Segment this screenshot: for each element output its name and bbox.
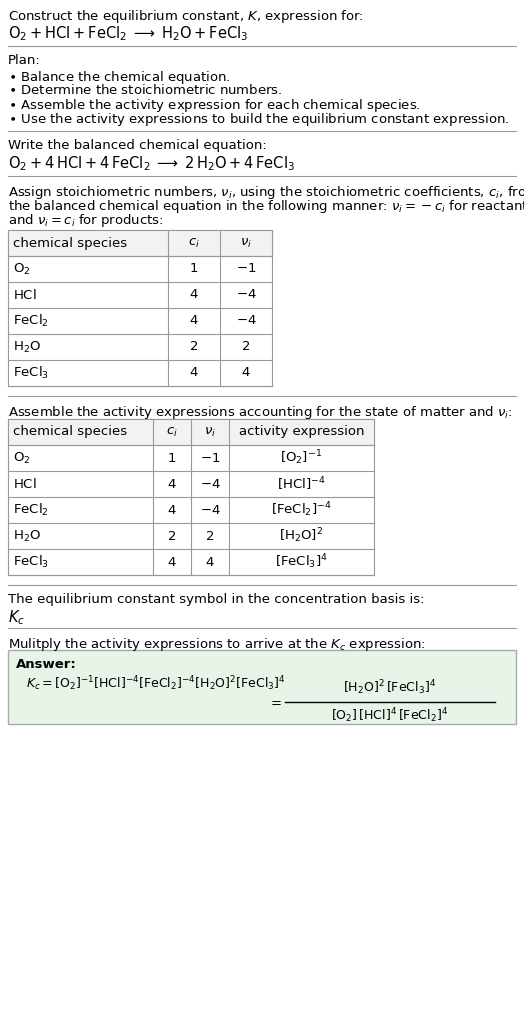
- Text: $\mathrm{O_2 + 4\,HCl + 4\,FeCl_2 \;\longrightarrow\; 2\,H_2O + 4\,FeCl_3}$: $\mathrm{O_2 + 4\,HCl + 4\,FeCl_2 \;\lon…: [8, 154, 295, 173]
- Text: $[\mathrm{H_2O}]^{2}$: $[\mathrm{H_2O}]^{2}$: [279, 527, 323, 545]
- Text: $\bullet$ Balance the chemical equation.: $\bullet$ Balance the chemical equation.: [8, 69, 231, 86]
- Text: $\mathrm{O_2 + HCl + FeCl_2 \;\longrightarrow\; H_2O + FeCl_3}$: $\mathrm{O_2 + HCl + FeCl_2 \;\longright…: [8, 24, 248, 43]
- Text: $-1$: $-1$: [200, 451, 220, 464]
- Text: 4: 4: [206, 555, 214, 569]
- Text: activity expression: activity expression: [239, 426, 364, 439]
- Bar: [8, 650, 516, 724]
- Text: $\bullet$ Use the activity expressions to build the equilibrium constant express: $\bullet$ Use the activity expressions t…: [8, 112, 509, 128]
- Bar: [8, 230, 272, 386]
- Text: $\mathrm{HCl}$: $\mathrm{HCl}$: [13, 477, 37, 491]
- Text: $[\mathrm{HCl}]^{-4}$: $[\mathrm{HCl}]^{-4}$: [277, 476, 326, 493]
- Text: $\mathrm{FeCl_3}$: $\mathrm{FeCl_3}$: [13, 365, 49, 381]
- Text: 4: 4: [242, 366, 250, 380]
- Text: Answer:: Answer:: [16, 658, 77, 671]
- Text: $\nu_i$: $\nu_i$: [204, 426, 216, 439]
- Bar: [8, 419, 374, 575]
- Text: $\mathrm{O_2}$: $\mathrm{O_2}$: [13, 450, 30, 465]
- Text: 4: 4: [190, 314, 198, 327]
- Text: $\mathrm{FeCl_2}$: $\mathrm{FeCl_2}$: [13, 313, 49, 329]
- Text: 1: 1: [168, 451, 176, 464]
- Text: $c_i$: $c_i$: [166, 426, 178, 439]
- Text: $K_c$: $K_c$: [8, 608, 25, 627]
- Text: Assemble the activity expressions accounting for the state of matter and $\nu_i$: Assemble the activity expressions accoun…: [8, 404, 512, 421]
- Text: $[\mathrm{FeCl_2}]^{-4}$: $[\mathrm{FeCl_2}]^{-4}$: [271, 500, 332, 520]
- Text: 4: 4: [168, 503, 176, 517]
- Text: 2: 2: [190, 341, 198, 354]
- Text: $c_i$: $c_i$: [188, 236, 200, 250]
- Text: the balanced chemical equation in the following manner: $\nu_i = -c_i$ for react: the balanced chemical equation in the fo…: [8, 198, 524, 215]
- Text: chemical species: chemical species: [13, 236, 127, 250]
- Text: 2: 2: [242, 341, 250, 354]
- Text: 4: 4: [168, 478, 176, 490]
- Bar: [8, 230, 272, 256]
- Text: Construct the equilibrium constant, $K$, expression for:: Construct the equilibrium constant, $K$,…: [8, 8, 364, 25]
- Text: $\mathrm{H_2O}$: $\mathrm{H_2O}$: [13, 340, 41, 355]
- Text: The equilibrium constant symbol in the concentration basis is:: The equilibrium constant symbol in the c…: [8, 593, 424, 606]
- Text: 2: 2: [168, 530, 176, 542]
- Text: and $\nu_i = c_i$ for products:: and $\nu_i = c_i$ for products:: [8, 212, 163, 229]
- Text: Assign stoichiometric numbers, $\nu_i$, using the stoichiometric coefficients, $: Assign stoichiometric numbers, $\nu_i$, …: [8, 184, 524, 201]
- Text: Write the balanced chemical equation:: Write the balanced chemical equation:: [8, 139, 267, 152]
- Text: $-4$: $-4$: [200, 478, 221, 490]
- Text: 4: 4: [190, 366, 198, 380]
- Text: $-4$: $-4$: [236, 288, 256, 302]
- Text: $\mathrm{H_2O}$: $\mathrm{H_2O}$: [13, 529, 41, 543]
- Text: $\mathrm{O_2}$: $\mathrm{O_2}$: [13, 262, 30, 276]
- Text: 4: 4: [190, 288, 198, 302]
- Text: $-1$: $-1$: [236, 263, 256, 275]
- Text: $[\mathrm{FeCl_3}]^{4}$: $[\mathrm{FeCl_3}]^{4}$: [275, 552, 328, 572]
- Text: $\mathrm{FeCl_2}$: $\mathrm{FeCl_2}$: [13, 502, 49, 518]
- Text: $\mathrm{FeCl_3}$: $\mathrm{FeCl_3}$: [13, 553, 49, 570]
- Text: 2: 2: [206, 530, 214, 542]
- Text: $K_c = [\mathrm{O_2}]^{-1}[\mathrm{HCl}]^{-4}[\mathrm{FeCl_2}]^{-4}[\mathrm{H_2O: $K_c = [\mathrm{O_2}]^{-1}[\mathrm{HCl}]…: [26, 674, 286, 693]
- Text: 4: 4: [168, 555, 176, 569]
- Text: Plan:: Plan:: [8, 54, 41, 66]
- Text: $[\mathrm{H_2O}]^{2}\,[\mathrm{FeCl_3}]^{4}$: $[\mathrm{H_2O}]^{2}\,[\mathrm{FeCl_3}]^…: [343, 678, 436, 698]
- Text: 1: 1: [190, 263, 198, 275]
- Text: chemical species: chemical species: [13, 426, 127, 439]
- Text: $\bullet$ Determine the stoichiometric numbers.: $\bullet$ Determine the stoichiometric n…: [8, 83, 282, 97]
- Text: $\bullet$ Assemble the activity expression for each chemical species.: $\bullet$ Assemble the activity expressi…: [8, 97, 421, 114]
- Text: $[\mathrm{O_2}]\,[\mathrm{HCl}]^{4}\,[\mathrm{FeCl_2}]^{4}$: $[\mathrm{O_2}]\,[\mathrm{HCl}]^{4}\,[\m…: [332, 707, 449, 725]
- Text: $-4$: $-4$: [236, 314, 256, 327]
- Text: $[\mathrm{O_2}]^{-1}$: $[\mathrm{O_2}]^{-1}$: [280, 449, 322, 468]
- Bar: [8, 419, 374, 445]
- Text: $=$: $=$: [268, 696, 282, 709]
- Text: $-4$: $-4$: [200, 503, 221, 517]
- Text: $\nu_i$: $\nu_i$: [240, 236, 252, 250]
- Text: $\mathrm{HCl}$: $\mathrm{HCl}$: [13, 288, 37, 302]
- Text: Mulitply the activity expressions to arrive at the $K_c$ expression:: Mulitply the activity expressions to arr…: [8, 636, 426, 653]
